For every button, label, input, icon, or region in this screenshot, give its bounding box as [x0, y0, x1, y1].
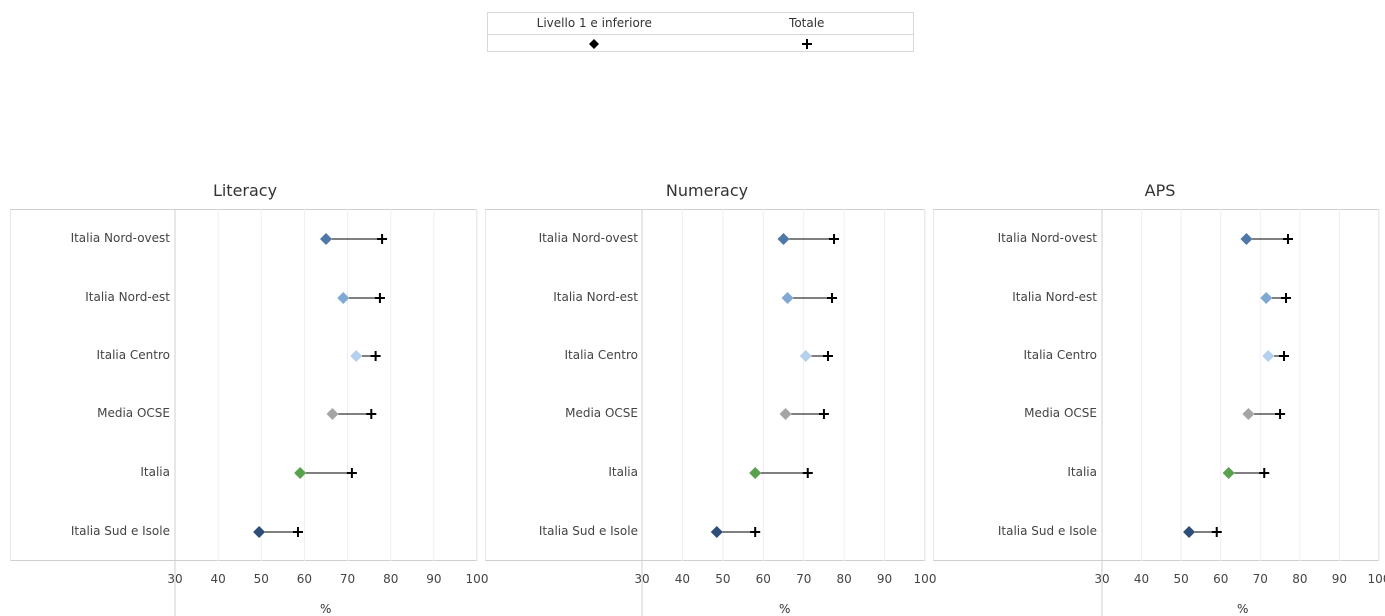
total-plus-point	[1259, 468, 1270, 478]
category-label: Italia Sud e Isole	[997, 524, 1097, 538]
x-tick-label: 40	[674, 572, 691, 586]
diamond-icon	[589, 38, 600, 49]
level1-diamond-point	[1242, 408, 1255, 420]
total-plus-point	[370, 351, 381, 361]
x-tick-label: 50	[253, 572, 269, 586]
total-plus-point	[822, 351, 833, 361]
legend: Livello 1 e inferiore Totale	[487, 12, 914, 52]
level1-diamond-point	[1260, 292, 1273, 304]
x-tick-label: 30	[1094, 572, 1110, 586]
legend-symbol-row	[488, 34, 913, 52]
category-label: Italia	[608, 465, 638, 479]
total-plus-point	[292, 527, 303, 537]
category-label: Italia Centro	[1023, 348, 1097, 362]
level1-diamond-point	[710, 526, 723, 538]
x-tick-label: 60	[296, 572, 313, 586]
x-tick-label: 90	[1331, 572, 1348, 586]
total-plus-point	[1282, 234, 1293, 244]
legend-symbol-level1	[488, 34, 701, 52]
chart-title-numeracy: Numeracy	[665, 181, 749, 200]
level1-diamond-point	[337, 292, 350, 304]
x-axis-label-literacy: %	[320, 602, 332, 616]
legend-label-level1: Livello 1 e inferiore	[536, 16, 652, 30]
total-plus-point	[1275, 409, 1286, 419]
category-label: Italia	[1067, 465, 1097, 479]
x-tick-label: 50	[715, 572, 731, 586]
total-plus-point	[818, 409, 829, 419]
x-tick-label: 80	[1292, 572, 1308, 586]
total-plus-point	[366, 409, 377, 419]
plus-icon	[801, 38, 812, 49]
category-label: Italia Sud e Isole	[538, 524, 638, 538]
x-tick-label: 30	[634, 572, 650, 586]
x-tick-label: 40	[210, 572, 226, 586]
level1-diamond-point	[1262, 350, 1275, 362]
legend-label-total: Totale	[789, 16, 825, 30]
chart-title-aps: APS	[1144, 181, 1176, 200]
level1-diamond-point	[326, 408, 339, 420]
total-plus-point	[1279, 351, 1290, 361]
total-plus-point	[1211, 527, 1222, 537]
x-tick-label: 60	[1213, 572, 1229, 586]
total-plus-point	[829, 234, 840, 244]
x-tick-label: 60	[755, 572, 771, 586]
category-label: Italia Centro	[564, 348, 638, 362]
x-tick-label: 90	[876, 572, 893, 586]
category-label: Media OCSE	[97, 406, 170, 420]
category-label: Media OCSE	[1024, 406, 1097, 420]
total-plus-point	[1281, 293, 1292, 303]
level1-diamond-point	[749, 467, 762, 479]
category-label: Italia Nord-ovest	[997, 231, 1097, 245]
level1-diamond-point	[1183, 526, 1196, 538]
legend-header-row: Livello 1 e inferiore Totale	[488, 13, 913, 35]
chart-title-literacy: Literacy	[212, 181, 278, 200]
x-axis-label-numeracy: %	[779, 602, 791, 616]
x-tick-label: 100	[465, 572, 489, 586]
total-plus-point	[827, 293, 838, 303]
category-label: Italia Nord-est	[553, 290, 638, 304]
category-label: Italia	[140, 465, 170, 479]
x-tick-label: 80	[383, 572, 399, 586]
category-label: Italia Centro	[96, 348, 170, 362]
x-tick-label: 80	[836, 572, 852, 586]
level1-diamond-point	[1240, 233, 1253, 245]
level1-diamond-point	[799, 350, 812, 362]
category-label: Italia Nord-est	[85, 290, 170, 304]
legend-symbol-total	[701, 34, 914, 52]
x-tick-label: 100	[1367, 572, 1385, 586]
x-tick-label: 30	[167, 572, 183, 586]
level1-diamond-point	[1222, 467, 1235, 479]
total-plus-point	[346, 468, 357, 478]
total-plus-point	[377, 234, 388, 244]
total-plus-point	[374, 293, 385, 303]
total-plus-point	[802, 468, 813, 478]
category-label: Italia Nord-est	[1012, 290, 1097, 304]
total-plus-point	[750, 527, 761, 537]
category-label: Media OCSE	[565, 406, 638, 420]
level1-diamond-point	[350, 350, 363, 362]
category-label: Italia Nord-ovest	[70, 231, 170, 245]
x-tick-label: 90	[426, 572, 442, 586]
level1-diamond-point	[777, 233, 790, 245]
x-tick-label: 70	[1252, 572, 1268, 586]
level1-diamond-point	[253, 526, 266, 538]
x-axis-label-aps: %	[1237, 602, 1249, 616]
level1-diamond-point	[781, 292, 794, 304]
x-tick-label: 50	[1173, 572, 1189, 586]
x-tick-label: 70	[339, 572, 356, 586]
x-tick-label: 40	[1133, 572, 1150, 586]
level1-diamond-point	[320, 233, 332, 245]
x-tick-label: 100	[913, 572, 937, 586]
x-tick-label: 70	[796, 572, 812, 586]
category-label: Italia Sud e Isole	[70, 524, 170, 538]
level1-diamond-point	[294, 467, 307, 479]
level1-diamond-point	[779, 408, 792, 420]
category-label: Italia Nord-ovest	[538, 231, 638, 245]
